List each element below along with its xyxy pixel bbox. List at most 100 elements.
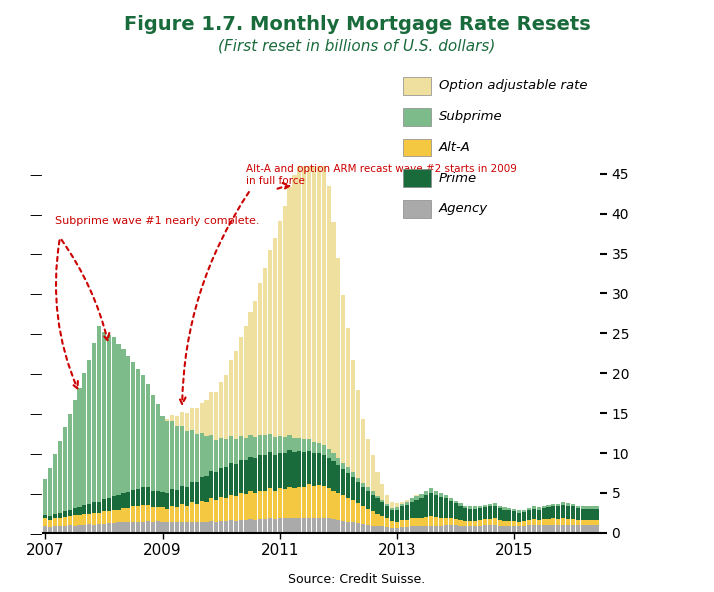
Bar	[575, 506, 580, 508]
Bar	[483, 507, 487, 519]
Bar	[111, 496, 116, 510]
Bar	[424, 491, 428, 496]
Bar	[546, 525, 550, 533]
Bar	[141, 487, 145, 505]
Bar	[419, 526, 423, 533]
Bar	[195, 522, 198, 533]
Bar	[532, 509, 536, 519]
Bar	[288, 519, 291, 533]
Bar	[522, 512, 526, 521]
Bar	[537, 510, 540, 520]
Bar	[570, 504, 575, 507]
Bar	[292, 452, 296, 488]
Bar	[258, 283, 262, 435]
Bar	[381, 526, 384, 533]
Bar	[566, 525, 570, 533]
Bar	[229, 361, 233, 436]
Bar	[570, 507, 575, 519]
Bar	[346, 467, 351, 473]
Bar	[253, 458, 258, 493]
Bar	[415, 500, 418, 519]
Bar	[73, 515, 76, 526]
Bar	[209, 521, 213, 533]
Bar	[278, 221, 282, 436]
Bar	[585, 525, 590, 533]
Bar	[376, 472, 380, 496]
Bar	[238, 336, 243, 436]
Bar	[263, 491, 267, 519]
Bar	[219, 521, 223, 533]
Bar	[312, 453, 316, 485]
Bar	[483, 519, 487, 525]
Bar	[585, 520, 590, 525]
Bar	[317, 453, 321, 485]
Bar	[77, 515, 81, 525]
Bar	[522, 521, 526, 526]
Bar	[63, 427, 67, 511]
Bar	[366, 439, 370, 487]
Bar	[512, 526, 516, 533]
Bar	[136, 369, 140, 489]
Bar	[556, 504, 560, 507]
Bar	[102, 524, 106, 533]
Bar	[77, 525, 81, 533]
Bar	[527, 520, 531, 525]
Bar	[371, 455, 375, 491]
Bar	[522, 526, 526, 533]
Bar	[351, 522, 355, 533]
Bar	[361, 419, 365, 482]
Bar	[233, 496, 238, 521]
Bar	[214, 440, 218, 472]
Bar	[366, 525, 370, 533]
Bar	[458, 520, 463, 526]
Bar	[302, 517, 306, 533]
Bar	[219, 497, 223, 521]
Bar	[512, 511, 516, 521]
Bar	[541, 519, 545, 525]
Bar	[224, 375, 228, 439]
Bar	[376, 498, 380, 514]
Bar	[336, 520, 341, 533]
Bar	[434, 526, 438, 533]
Bar	[77, 507, 81, 515]
Bar	[439, 497, 443, 517]
Bar	[48, 516, 52, 520]
Bar	[483, 525, 487, 533]
Bar	[195, 482, 198, 504]
Bar	[473, 507, 477, 509]
Bar	[478, 506, 482, 508]
Bar	[371, 491, 375, 494]
Bar	[556, 519, 560, 525]
Bar	[131, 507, 135, 522]
Bar	[82, 373, 86, 505]
Bar	[410, 498, 413, 501]
Bar	[498, 526, 502, 533]
Bar	[434, 494, 438, 517]
Bar	[283, 453, 287, 489]
Bar	[483, 505, 487, 507]
Bar	[590, 509, 595, 520]
Bar	[297, 519, 301, 533]
Bar	[463, 521, 468, 526]
Bar	[395, 510, 399, 522]
Bar	[566, 519, 570, 525]
Bar	[87, 514, 91, 524]
Bar	[180, 504, 184, 522]
Bar	[166, 419, 169, 421]
Bar	[541, 508, 545, 519]
Bar	[273, 455, 277, 491]
Bar	[346, 473, 351, 498]
Bar	[503, 521, 506, 526]
Bar	[498, 520, 502, 526]
Bar	[258, 435, 262, 455]
Bar	[166, 522, 169, 533]
Bar	[493, 525, 497, 533]
Bar	[307, 517, 311, 533]
Bar	[385, 527, 389, 533]
Bar	[53, 454, 57, 514]
Bar	[312, 517, 316, 533]
Bar	[390, 501, 394, 508]
Bar	[180, 522, 184, 533]
Bar	[381, 484, 384, 500]
Bar	[346, 328, 351, 467]
